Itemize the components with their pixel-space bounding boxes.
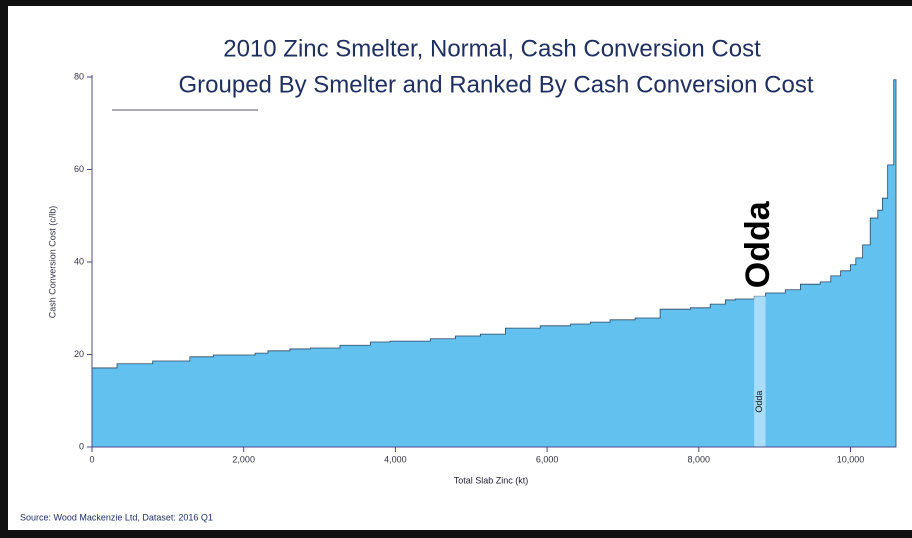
step-area <box>91 79 897 448</box>
x-tick-label: 8,000 <box>688 454 711 464</box>
x-tick-label: 4,000 <box>384 454 407 464</box>
highlight-bar <box>754 296 766 447</box>
y-axis-label: Cash Conversion Cost (c/lb) <box>47 206 57 319</box>
y-tick-label: 80 <box>74 71 84 81</box>
chart-subtitle: Grouped By Smelter and Ranked By Cash Co… <box>179 71 814 98</box>
bar-label: Odda <box>754 391 764 413</box>
annotation: Odda <box>739 200 777 288</box>
x-axis-label: Total Slab Zinc (kt) <box>454 475 529 485</box>
y-tick-label: 0 <box>79 441 84 451</box>
x-tick-label: 10,000 <box>837 454 865 464</box>
chart-title: 2010 Zinc Smelter, Normal, Cash Conversi… <box>223 35 761 62</box>
x-tick-label: 0 <box>89 454 94 464</box>
y-tick-label: 60 <box>74 164 84 174</box>
source: Source: Wood Mackenzie Ltd, Dataset: 201… <box>20 512 213 522</box>
y-tick-label: 20 <box>74 349 84 359</box>
y-tick-label: 40 <box>74 256 84 266</box>
x-tick-label: 2,000 <box>232 454 255 464</box>
x-tick-label: 6,000 <box>536 454 559 464</box>
